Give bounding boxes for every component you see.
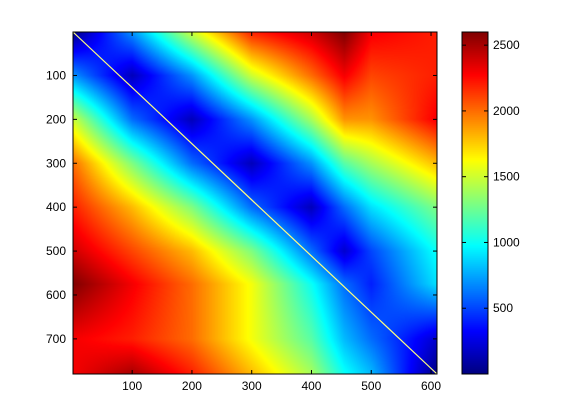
x-tick-label: 200 (182, 379, 202, 393)
heatmap-plot: 100 200 300 400 500 600 100 200 300 400 500 600 700 (46, 31, 441, 393)
colorbar-axis: 500 1000 1500 2000 2500 (462, 38, 520, 315)
y-tick-label: 400 (46, 200, 66, 214)
y-tick-label: 600 (46, 288, 66, 302)
x-tick-label: 100 (122, 379, 142, 393)
colorbar-tick-label: 1500 (493, 170, 520, 184)
y-tick-label: 300 (46, 156, 66, 170)
colorbar: 500 1000 1500 2000 2500 (461, 31, 520, 375)
colorbar-tick-label: 2500 (493, 38, 520, 52)
x-tick-label: 600 (421, 379, 441, 393)
y-tick-label: 700 (46, 332, 66, 346)
colorbar-tick-label: 2000 (493, 104, 520, 118)
y-tick-label: 500 (46, 244, 66, 258)
x-tick-label: 300 (242, 379, 262, 393)
x-axis: 100 200 300 400 500 600 (122, 32, 441, 393)
y-axis: 100 200 300 400 500 600 700 (46, 68, 437, 346)
plot-frame (72, 31, 438, 375)
y-tick-label: 100 (46, 68, 66, 82)
colorbar-gradient (462, 32, 488, 374)
colorbar-tick-label: 500 (493, 301, 513, 315)
x-tick-label: 500 (361, 379, 381, 393)
colorbar-tick-label: 1000 (493, 235, 520, 249)
x-tick-label: 400 (301, 379, 321, 393)
y-tick-label: 200 (46, 112, 66, 126)
diagonal-line (72, 31, 438, 375)
colorbar-frame (461, 31, 489, 375)
